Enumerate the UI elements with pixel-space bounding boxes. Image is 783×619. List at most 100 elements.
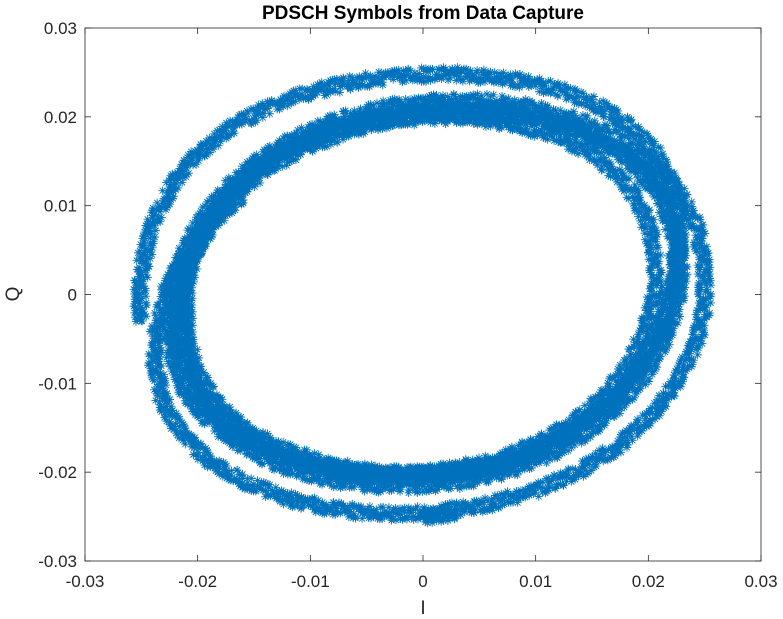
- data-point: [572, 138, 581, 148]
- data-point: [637, 223, 646, 232]
- data-point: [214, 398, 223, 408]
- data-point: [131, 317, 141, 326]
- data-point: [345, 71, 354, 81]
- data-point: [606, 172, 615, 181]
- data-point: [361, 69, 370, 78]
- data-point: [648, 152, 657, 161]
- data-point: [259, 101, 269, 111]
- data-point: [496, 74, 506, 83]
- data-point: [326, 76, 335, 85]
- data-point: [241, 117, 250, 126]
- data-point: [675, 215, 685, 224]
- data-point: [201, 149, 210, 158]
- data-point: [678, 293, 687, 303]
- data-point: [253, 103, 262, 112]
- data-point: [189, 339, 198, 348]
- data-point: [183, 153, 192, 162]
- data-point: [129, 301, 138, 311]
- data-point: [555, 132, 565, 141]
- data-point: [653, 261, 662, 271]
- data-point: [668, 330, 677, 340]
- data-point: [421, 77, 431, 86]
- data-point: [265, 109, 274, 118]
- data-point: [640, 224, 650, 233]
- data-point: [548, 132, 558, 142]
- data-point: [402, 76, 411, 86]
- data-point: [561, 90, 570, 99]
- data-point: [148, 243, 157, 253]
- data-point: [624, 194, 633, 203]
- data-point: [415, 100, 425, 110]
- data-point: [218, 400, 227, 410]
- data-point: [184, 314, 193, 323]
- data-point: [140, 227, 149, 237]
- data-point: [230, 129, 239, 138]
- data-point: [640, 200, 649, 210]
- data-point: [597, 165, 607, 175]
- data-point: [316, 81, 325, 91]
- data-point: [192, 264, 202, 274]
- data-point: [176, 346, 186, 355]
- data-point: [470, 74, 479, 83]
- data-point: [216, 137, 225, 146]
- data-point: [137, 314, 146, 324]
- data-point: [652, 290, 661, 300]
- data-point: [675, 305, 684, 314]
- data-point: [665, 334, 675, 344]
- data-point: [630, 206, 639, 216]
- data-point: [277, 97, 286, 107]
- data-point: [645, 284, 655, 294]
- data-point: [185, 296, 194, 305]
- data-point: [335, 88, 345, 97]
- data-point: [489, 78, 499, 87]
- data-point: [634, 125, 644, 134]
- data-point: [331, 79, 340, 88]
- data-point: [646, 255, 656, 264]
- data-point: [659, 154, 668, 163]
- data-point: [148, 211, 158, 220]
- data-point: [184, 294, 193, 303]
- data-point: [571, 407, 580, 417]
- data-point: [593, 161, 602, 170]
- data-point: [604, 171, 613, 180]
- data-point: [653, 279, 662, 288]
- data-point: [350, 460, 359, 470]
- data-point: [586, 149, 595, 159]
- data-point: [668, 201, 677, 210]
- data-point: [565, 142, 574, 151]
- data-point: [628, 121, 638, 131]
- data-point: [524, 72, 533, 81]
- data-point: [541, 134, 550, 143]
- data-point: [582, 151, 592, 161]
- data-point: [237, 111, 247, 120]
- data-point: [280, 99, 289, 108]
- data-point: [508, 122, 518, 131]
- data-point: [643, 302, 653, 311]
- data-point: [225, 121, 235, 130]
- data-point: [634, 188, 643, 198]
- data-point: [654, 259, 663, 268]
- data-point: [496, 451, 506, 461]
- data-point: [446, 73, 455, 83]
- data-point: [148, 218, 157, 228]
- data-point: [517, 444, 527, 453]
- data-point: [642, 299, 652, 308]
- data-point: [187, 349, 196, 359]
- data-point: [322, 90, 331, 99]
- data-point: [668, 181, 678, 191]
- data-point: [297, 89, 307, 99]
- data-point: [188, 314, 198, 323]
- data-point: [346, 84, 355, 93]
- data-point: [659, 342, 668, 351]
- data-point: [394, 65, 403, 75]
- data-point: [348, 73, 357, 82]
- data-point: [595, 97, 604, 107]
- data-point: [653, 243, 663, 252]
- data-point: [542, 129, 552, 139]
- data-point: [183, 355, 192, 365]
- data-point: [210, 140, 219, 149]
- data-point: [637, 343, 646, 352]
- data-point: [458, 75, 468, 84]
- data-point: [246, 423, 255, 433]
- data-point: [261, 104, 270, 114]
